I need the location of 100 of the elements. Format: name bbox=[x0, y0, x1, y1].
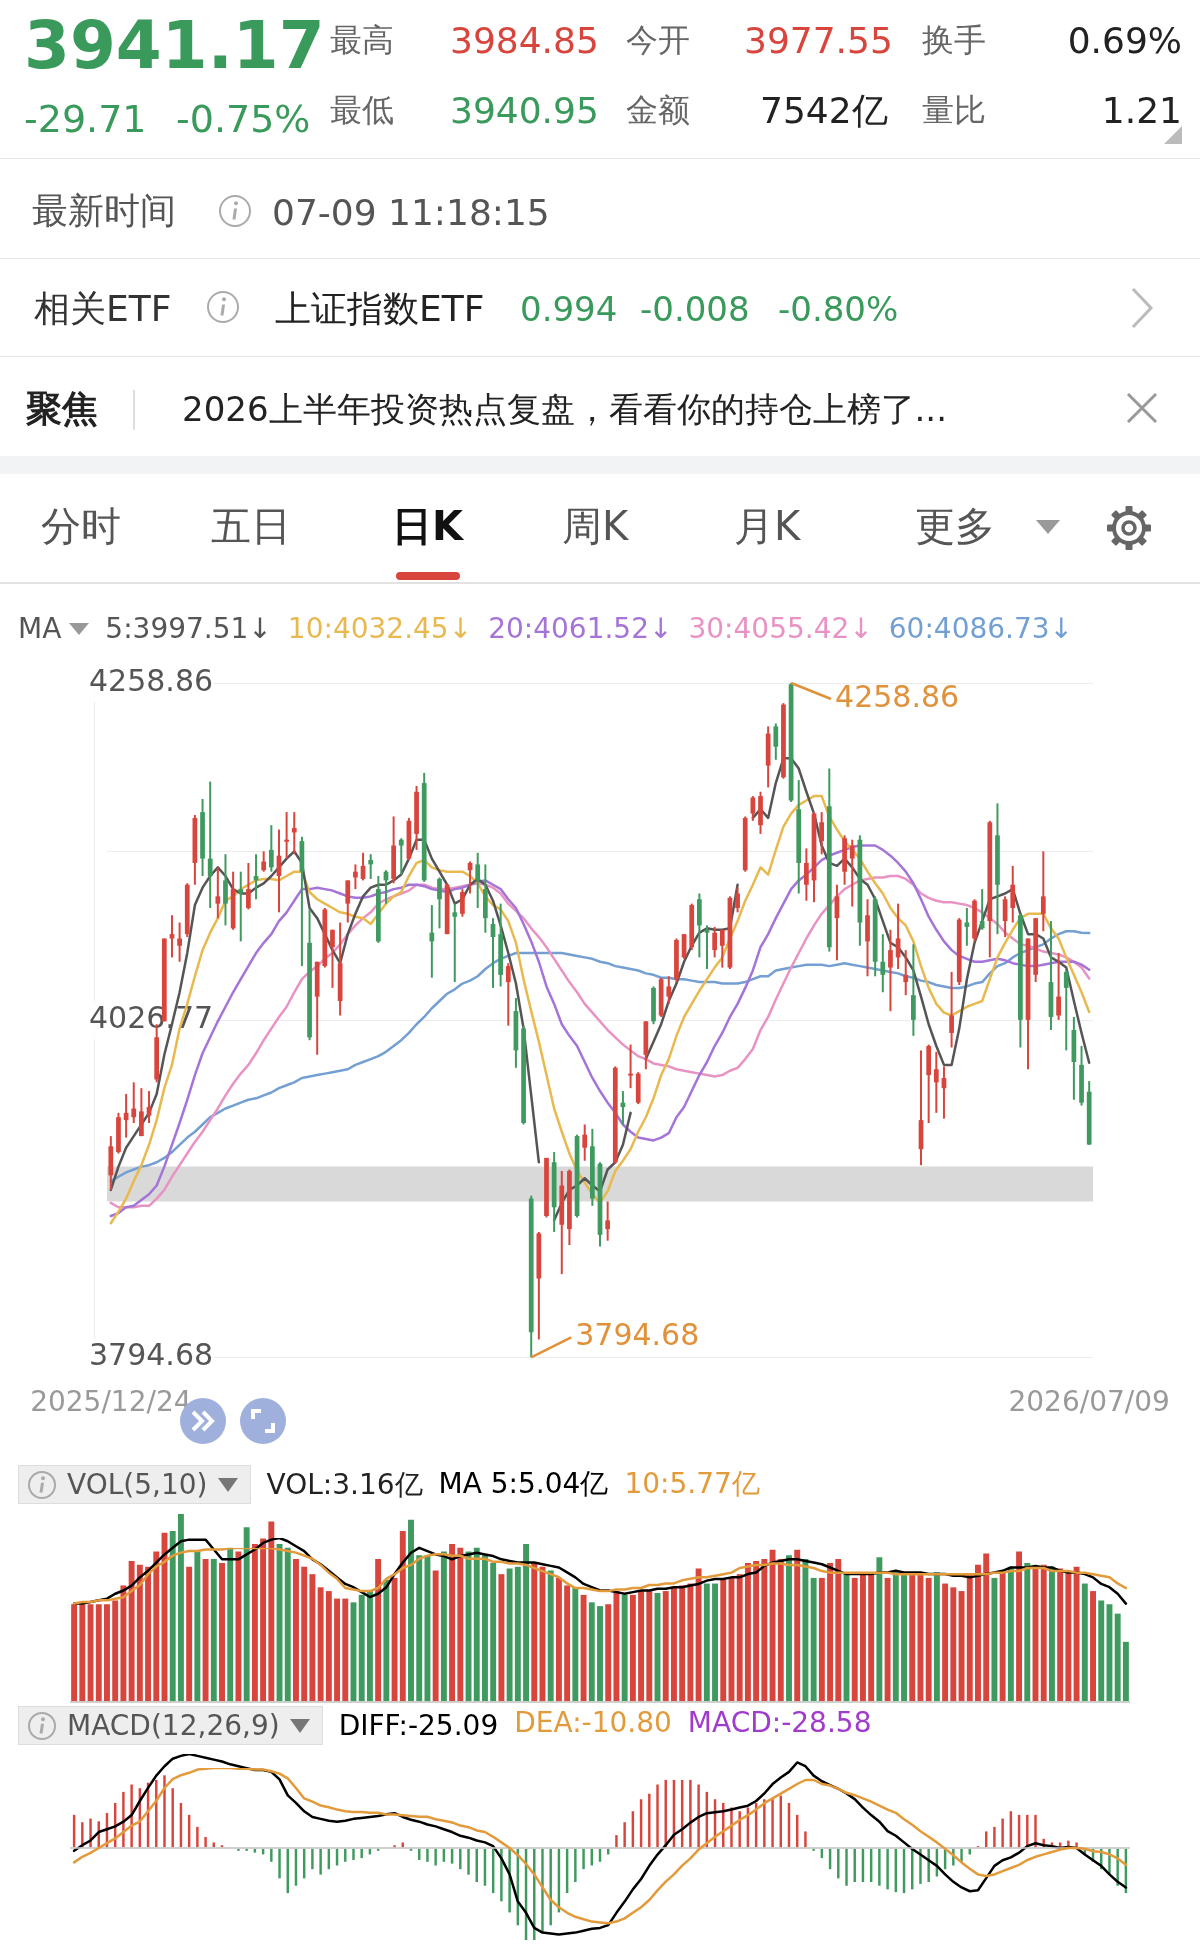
text: 0.994 bbox=[520, 289, 618, 330]
bar bbox=[358, 1594, 365, 1702]
bar bbox=[145, 1566, 152, 1702]
series-label: VOL:3.16亿 bbox=[266, 1466, 423, 1503]
text: 10:4032.45↓ bbox=[287, 612, 473, 645]
bar bbox=[744, 1562, 751, 1702]
bar bbox=[1007, 1566, 1014, 1702]
bar bbox=[892, 1572, 899, 1702]
bar bbox=[112, 1600, 119, 1702]
bar bbox=[301, 1566, 308, 1702]
bar bbox=[549, 1848, 552, 1926]
bar bbox=[506, 1568, 513, 1702]
candlestick bbox=[1010, 864, 1016, 924]
bar bbox=[884, 1577, 891, 1702]
candlestick bbox=[849, 838, 855, 908]
bar bbox=[136, 1564, 143, 1702]
bar bbox=[771, 1798, 774, 1848]
bar bbox=[975, 1564, 981, 1702]
bar bbox=[120, 1585, 127, 1702]
bar bbox=[623, 1822, 626, 1848]
bar bbox=[202, 1559, 209, 1702]
bar bbox=[344, 1848, 347, 1862]
bar bbox=[260, 1538, 267, 1702]
bar bbox=[588, 1602, 595, 1702]
bar bbox=[1048, 1566, 1055, 1702]
bar bbox=[531, 1562, 538, 1702]
bar bbox=[171, 1788, 174, 1848]
text: 3941.17 bbox=[24, 7, 325, 84]
text: 更多 bbox=[915, 503, 995, 549]
bar bbox=[695, 1568, 702, 1702]
text: 3940.95 bbox=[450, 90, 599, 132]
bar bbox=[104, 1604, 110, 1702]
bar bbox=[128, 1561, 135, 1702]
bar bbox=[615, 1835, 618, 1848]
bar bbox=[467, 1848, 470, 1875]
bar bbox=[268, 1521, 275, 1702]
bar bbox=[457, 1547, 464, 1702]
bar bbox=[416, 1555, 423, 1702]
candlestick bbox=[238, 870, 244, 943]
bar bbox=[153, 1551, 160, 1702]
bar bbox=[656, 1784, 659, 1848]
candlestick bbox=[1063, 969, 1069, 1052]
bar bbox=[87, 1604, 94, 1702]
candlestick bbox=[949, 970, 954, 1049]
text: 上证指数ETF bbox=[275, 288, 485, 330]
bar bbox=[284, 1547, 291, 1702]
text: 07-09 11:18:15 bbox=[272, 192, 550, 234]
bar bbox=[1098, 1600, 1105, 1702]
text: -29.71 bbox=[24, 97, 147, 142]
bar bbox=[219, 1562, 225, 1702]
bar bbox=[991, 1577, 998, 1702]
text: 日K bbox=[392, 503, 463, 549]
candlestick bbox=[177, 921, 182, 963]
bar bbox=[909, 1572, 916, 1702]
annotation: 4258.86 bbox=[835, 678, 960, 714]
candlestick bbox=[268, 824, 274, 873]
bar bbox=[736, 1574, 743, 1702]
bar bbox=[235, 1551, 242, 1702]
bar bbox=[613, 1591, 620, 1702]
bar bbox=[81, 1822, 84, 1848]
candlestick bbox=[628, 1043, 633, 1090]
bar bbox=[886, 1848, 889, 1890]
bar bbox=[837, 1848, 840, 1879]
text: -0.75% bbox=[176, 97, 311, 142]
bar bbox=[1034, 1814, 1037, 1848]
candlestick bbox=[605, 1200, 611, 1242]
candlestick bbox=[345, 879, 351, 924]
bar bbox=[278, 1848, 281, 1879]
bar bbox=[541, 1848, 544, 1933]
bar bbox=[482, 1555, 488, 1702]
bar bbox=[804, 1831, 807, 1848]
annotation: 3794.68 bbox=[575, 1317, 700, 1353]
candlestick bbox=[880, 933, 886, 994]
bar bbox=[89, 1818, 92, 1848]
text: DIFF:-25.09 bbox=[338, 1709, 499, 1742]
bar bbox=[777, 1559, 784, 1702]
text: 周K bbox=[562, 503, 629, 549]
candlestick bbox=[773, 722, 779, 761]
bar bbox=[1016, 1551, 1023, 1702]
candlestick bbox=[460, 888, 465, 918]
legend-title: MA bbox=[18, 612, 62, 645]
bar bbox=[564, 1585, 571, 1702]
text: -0.80% bbox=[778, 289, 899, 330]
bar bbox=[648, 1793, 651, 1848]
bar bbox=[71, 1604, 78, 1702]
bar bbox=[408, 1519, 414, 1702]
candlestick bbox=[933, 1050, 939, 1114]
series-label: MACD:-28.58 bbox=[687, 1706, 872, 1739]
bar bbox=[1065, 1572, 1072, 1702]
candlestick bbox=[215, 866, 221, 920]
bar bbox=[342, 1598, 349, 1702]
bar bbox=[629, 1594, 636, 1702]
bar bbox=[1108, 1848, 1111, 1875]
bar bbox=[391, 1577, 398, 1702]
text: 最新时间 bbox=[32, 190, 176, 232]
text: 7542亿 bbox=[760, 90, 888, 132]
bar bbox=[597, 1606, 603, 1702]
candlestick bbox=[735, 886, 740, 914]
bar bbox=[319, 1848, 322, 1875]
text: 相关ETF bbox=[34, 288, 172, 330]
